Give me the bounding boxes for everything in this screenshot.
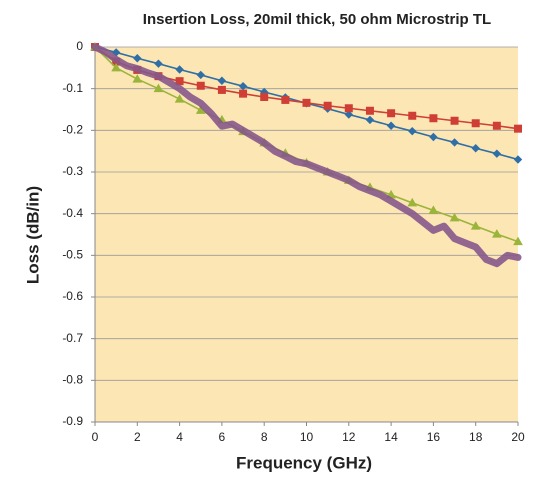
y-tick-label: -0.4	[62, 206, 83, 220]
measured-line	[91, 43, 522, 268]
y-tick-label: -0.8	[62, 373, 83, 387]
marker	[196, 70, 205, 80]
x-tick-label: 20	[511, 430, 525, 444]
marker	[407, 197, 418, 207]
marker	[196, 81, 205, 90]
marker	[386, 121, 396, 130]
marker	[133, 54, 142, 63]
y-tick-label: -0.6	[62, 289, 83, 303]
y-tick-label: -0.1	[62, 81, 83, 95]
marker	[449, 212, 460, 222]
marker	[217, 85, 226, 94]
marker	[513, 155, 523, 164]
y-tick-label: -0.9	[62, 414, 83, 428]
y-tick-label: 0	[76, 39, 83, 53]
x-tick-label: 4	[176, 430, 183, 444]
x-tick-label: 8	[261, 430, 268, 444]
marker	[491, 229, 502, 238]
marker	[365, 115, 375, 125]
marker	[450, 116, 459, 125]
x-axis-label: Frequency (GHz)	[236, 453, 372, 472]
marker	[344, 104, 353, 113]
marker	[492, 121, 501, 130]
x-tick-label: 10	[300, 430, 314, 444]
marker	[492, 149, 502, 158]
marker	[323, 101, 332, 110]
x-tick-label: 0	[92, 430, 99, 444]
marker	[470, 221, 481, 230]
marker	[428, 205, 439, 214]
x-tick-label: 18	[469, 430, 483, 444]
y-tick-label: -0.5	[62, 248, 83, 262]
marker	[217, 76, 227, 85]
x-tick-label: 16	[427, 430, 441, 444]
marker	[174, 94, 185, 103]
marker	[429, 132, 438, 142]
y-tick-label: -0.3	[62, 164, 83, 178]
marker	[154, 59, 163, 68]
x-tick-label: 2	[134, 430, 141, 444]
marker	[514, 124, 522, 133]
x-tick-label: 12	[342, 430, 356, 444]
marker	[513, 236, 523, 246]
x-tick-label: 6	[219, 430, 226, 444]
marker	[239, 89, 248, 98]
marker	[365, 106, 374, 115]
marker	[111, 62, 122, 72]
y-tick-label: -0.7	[62, 331, 83, 345]
marker	[450, 138, 459, 147]
marker	[175, 65, 184, 74]
chart-title: Insertion Loss, 20mil thick, 50 ohm Micr…	[143, 11, 491, 28]
marker	[387, 109, 396, 118]
y-tick-label: -0.2	[62, 123, 83, 137]
x-tick-label: 14	[384, 430, 398, 444]
y-axis-label: Loss (dB/in)	[23, 186, 42, 284]
marker	[260, 93, 269, 101]
marker	[344, 110, 354, 119]
marker	[153, 83, 164, 93]
marker	[302, 98, 311, 107]
marker	[408, 126, 417, 136]
marker	[471, 144, 480, 153]
marker	[132, 74, 143, 83]
marker	[281, 95, 290, 104]
marker	[471, 119, 480, 128]
marker	[429, 114, 438, 123]
marker	[408, 111, 417, 120]
